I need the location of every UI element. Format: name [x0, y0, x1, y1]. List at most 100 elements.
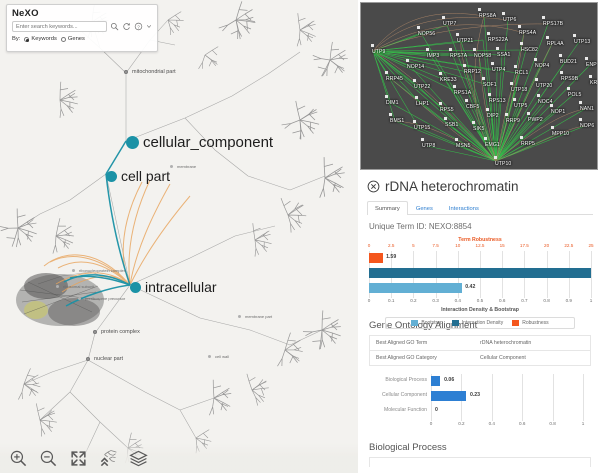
- network-node[interactable]: [585, 57, 588, 60]
- network-node[interactable]: [505, 113, 508, 116]
- radio-keywords-dot[interactable]: [24, 36, 30, 42]
- network-node[interactable]: [413, 120, 416, 123]
- search-input[interactable]: [12, 21, 107, 32]
- network-node[interactable]: [579, 101, 582, 104]
- network-node[interactable]: [473, 48, 476, 51]
- network-node[interactable]: [514, 65, 517, 68]
- tree-node-ribonucleoprotein-complex[interactable]: ribonucleoprotein complex: [72, 268, 126, 273]
- network-node[interactable]: [444, 117, 447, 120]
- network-node[interactable]: [537, 94, 540, 97]
- search-by-row[interactable]: By: Keywords Genes: [12, 36, 152, 42]
- legend-swatch: [512, 320, 520, 326]
- radio-genes-dot[interactable]: [60, 36, 66, 42]
- network-node[interactable]: [494, 156, 497, 159]
- tree-node-intracellular[interactable]: intracellular: [130, 279, 217, 295]
- refresh-icon[interactable]: [122, 22, 131, 31]
- network-node[interactable]: [415, 96, 418, 99]
- tab-genes[interactable]: Genes: [415, 206, 433, 212]
- network-node[interactable]: [567, 87, 570, 90]
- network-node[interactable]: [482, 77, 485, 80]
- network-node[interactable]: [520, 136, 523, 139]
- network-node[interactable]: [371, 44, 374, 47]
- network-node[interactable]: [510, 82, 513, 85]
- network-node[interactable]: [442, 16, 445, 19]
- detail-tabs[interactable]: Summary Genes Interactions: [367, 200, 593, 215]
- tree-node-membrane-part[interactable]: membrane part: [238, 314, 272, 319]
- network-node[interactable]: [520, 42, 523, 45]
- network-node[interactable]: [589, 75, 592, 78]
- network-node[interactable]: [453, 85, 456, 88]
- tree-node-protein-complex[interactable]: protein complex: [93, 329, 140, 335]
- network-node[interactable]: [472, 121, 475, 124]
- network-node[interactable]: [413, 79, 416, 82]
- network-node[interactable]: [534, 58, 537, 61]
- network-node[interactable]: [486, 108, 489, 111]
- network-node[interactable]: [426, 48, 429, 51]
- zoom-in-icon[interactable]: [9, 449, 28, 468]
- fit-screen-icon[interactable]: [69, 449, 88, 468]
- robustness-chart: Term Robustness 0 2.5 5 7.5 10 12.5 15 17.5 20 22…: [368, 237, 594, 329]
- term-detail-panel[interactable]: rDNA heterochromatin Summary Genes Inter…: [360, 172, 600, 473]
- tree-node-membrane[interactable]: membrane: [170, 164, 196, 169]
- network-node[interactable]: [487, 32, 490, 35]
- network-node[interactable]: [551, 126, 554, 129]
- network-node[interactable]: [559, 54, 562, 57]
- network-node[interactable]: [456, 33, 459, 36]
- network-node[interactable]: [463, 64, 466, 67]
- tree-node-cellular-component[interactable]: cellular_component: [126, 134, 273, 151]
- network-node[interactable]: [406, 59, 409, 62]
- interaction-network-panel[interactable]: UTP9 NOP56 UTP7 RPS8A UTP6 RPS17B UTP21 RPS22A R…: [360, 2, 598, 170]
- axis-tick: 12.5: [475, 243, 485, 248]
- chevron-down-icon[interactable]: [146, 22, 152, 31]
- tree-node-nuclear-part[interactable]: nuclear part: [86, 356, 123, 362]
- tab-interactions[interactable]: Interactions: [448, 206, 479, 212]
- network-node[interactable]: [385, 71, 388, 74]
- network-node[interactable]: [518, 25, 521, 28]
- network-node[interactable]: [542, 16, 545, 19]
- network-node[interactable]: [573, 34, 576, 37]
- close-circle-icon[interactable]: [367, 180, 380, 193]
- collapse-icon[interactable]: [99, 449, 118, 468]
- network-node[interactable]: [439, 102, 442, 105]
- network-node[interactable]: [455, 138, 458, 141]
- tab-summary[interactable]: Summary: [367, 201, 408, 215]
- network-node[interactable]: [491, 62, 494, 65]
- network-node[interactable]: [484, 137, 487, 140]
- tree-node-cell-wall[interactable]: cell wall: [208, 354, 229, 359]
- tree-node-label: membrane part: [245, 314, 273, 319]
- network-node[interactable]: [385, 95, 388, 98]
- network-node[interactable]: [465, 99, 468, 102]
- tree-node-preribosome-precursor[interactable]: preribosome precursor: [78, 296, 125, 301]
- network-node[interactable]: [496, 47, 499, 50]
- tree-graph-canvas[interactable]: [0, 0, 358, 473]
- ontology-tree-panel[interactable]: NeXO ? By: Keywords Genes: [0, 0, 358, 473]
- network-node[interactable]: [560, 71, 563, 74]
- network-node[interactable]: [502, 12, 505, 15]
- search-row[interactable]: ?: [12, 21, 152, 32]
- network-node[interactable]: [449, 48, 452, 51]
- tree-toolbar[interactable]: [0, 443, 358, 473]
- search-card[interactable]: NeXO ? By: Keywords Genes: [6, 4, 158, 52]
- radio-keywords[interactable]: Keywords: [24, 36, 57, 42]
- tree-node-cell-part[interactable]: cell part: [106, 168, 170, 184]
- network-node[interactable]: [513, 98, 516, 101]
- tree-node-ribosomal-subunit[interactable]: ribosomal subunit: [56, 284, 94, 289]
- network-node[interactable]: [550, 104, 553, 107]
- tree-node-mitochondrial-part[interactable]: mitochondrial part: [124, 69, 176, 75]
- search-icon[interactable]: [110, 22, 119, 31]
- network-node[interactable]: [527, 112, 530, 115]
- network-node[interactable]: [546, 36, 549, 39]
- network-node[interactable]: [421, 138, 424, 141]
- network-node[interactable]: [439, 72, 442, 75]
- network-node[interactable]: [417, 26, 420, 29]
- layers-icon[interactable]: [129, 449, 148, 468]
- help-icon[interactable]: ?: [134, 22, 143, 31]
- network-node[interactable]: [488, 93, 491, 96]
- network-node[interactable]: [389, 113, 392, 116]
- radio-genes[interactable]: Genes: [60, 36, 85, 42]
- zoom-out-icon[interactable]: [39, 449, 58, 468]
- network-node[interactable]: [579, 118, 582, 121]
- network-node[interactable]: [535, 78, 538, 81]
- network-node-label: PWP2: [528, 117, 543, 123]
- network-node[interactable]: [478, 8, 481, 11]
